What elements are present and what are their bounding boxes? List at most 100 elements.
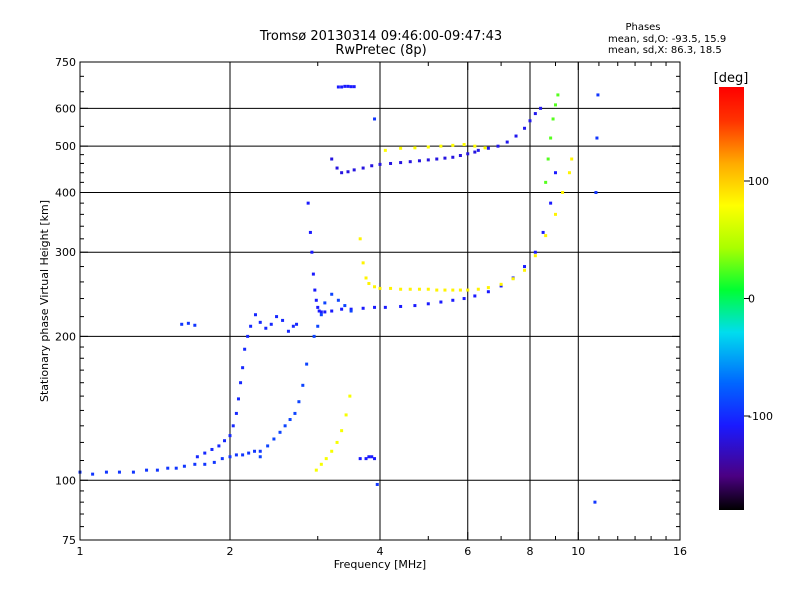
data-point (373, 117, 377, 121)
data-point (389, 286, 393, 290)
data-point (462, 297, 466, 301)
colorbar-ticks: 100 0 -100 (744, 175, 773, 423)
data-point (483, 146, 487, 150)
data-point (180, 322, 184, 326)
data-point (426, 145, 430, 149)
data-point (348, 394, 352, 398)
data-point (319, 310, 323, 314)
data-point (349, 85, 353, 89)
x-tick-label: 1 (77, 545, 84, 558)
data-point (258, 449, 262, 453)
data-point (435, 157, 439, 161)
data-point (231, 424, 235, 428)
x-tick-label: 10 (571, 545, 585, 558)
data-point (551, 117, 555, 121)
data-point (234, 411, 238, 415)
data-point (258, 455, 262, 459)
data-point (570, 157, 574, 161)
data-point (195, 455, 199, 459)
x-tick-label: 16 (673, 545, 687, 558)
data-point (311, 272, 315, 276)
data-point (313, 288, 317, 292)
data-point (241, 453, 245, 457)
data-point (174, 466, 178, 470)
data-point (306, 201, 310, 205)
data-point (539, 106, 543, 110)
data-point (145, 468, 149, 472)
data-point (310, 250, 314, 254)
data-point (426, 302, 430, 306)
data-point (361, 306, 365, 310)
data-point (253, 313, 257, 317)
data-point (316, 324, 320, 328)
data-point (439, 144, 443, 148)
data-point (330, 157, 334, 161)
data-point (335, 166, 339, 170)
x-tick-label: 4 (377, 545, 384, 558)
data-point (544, 180, 548, 184)
data-point (378, 162, 382, 166)
data-point (330, 449, 334, 453)
data-point (364, 276, 368, 280)
colorbar-tick-label: 100 (748, 175, 769, 188)
data-point (264, 326, 268, 330)
data-point (413, 304, 417, 308)
data-point (367, 282, 371, 286)
colorbar-tick-label: -100 (748, 410, 773, 423)
data-point (451, 288, 455, 292)
data-point (370, 455, 374, 459)
data-point (458, 154, 462, 158)
data-point (458, 288, 462, 292)
x-axis-label: Frequency [MHz] (334, 558, 426, 571)
data-point (523, 265, 527, 269)
phases-header: Phases (625, 22, 660, 33)
data-point (236, 397, 240, 401)
data-point (336, 298, 340, 302)
x-axis: 1 2 4 6 8 10 16 (77, 62, 687, 558)
data-point (370, 164, 374, 168)
data-point (336, 85, 340, 89)
data-point (426, 287, 430, 291)
data-point (413, 146, 417, 150)
data-point (595, 136, 599, 140)
phases-x-line: mean, sd,X: 86.3, 18.5 (608, 45, 722, 56)
data-point (451, 298, 455, 302)
data-point (367, 455, 371, 459)
data-point (330, 309, 334, 313)
data-point (275, 315, 279, 319)
data-point (317, 309, 321, 313)
data-point (473, 144, 477, 148)
data-point (239, 381, 243, 385)
data-point (593, 500, 597, 504)
data-point (193, 323, 197, 327)
x-tick-label: 6 (464, 545, 471, 558)
data-point (596, 93, 600, 97)
data-points (78, 84, 600, 504)
data-point (541, 230, 545, 234)
data-point (352, 85, 356, 89)
data-point (228, 455, 232, 459)
data-point (340, 171, 344, 175)
data-point (335, 440, 339, 444)
data-point (249, 324, 253, 328)
data-point (258, 320, 262, 324)
data-point (324, 457, 328, 461)
data-point (594, 190, 598, 194)
data-point (556, 93, 560, 97)
data-point (476, 287, 480, 291)
data-point (378, 286, 382, 290)
data-point (203, 462, 207, 466)
grid-lines (80, 62, 680, 540)
data-point (131, 470, 135, 474)
data-point (295, 322, 299, 326)
data-point (210, 447, 214, 451)
data-point (383, 305, 387, 309)
data-point (389, 161, 393, 165)
data-point (243, 347, 247, 351)
data-point (346, 170, 350, 174)
data-point (561, 190, 565, 194)
y-tick-label: 600 (55, 102, 76, 115)
data-point (340, 85, 344, 89)
data-point (373, 285, 377, 289)
